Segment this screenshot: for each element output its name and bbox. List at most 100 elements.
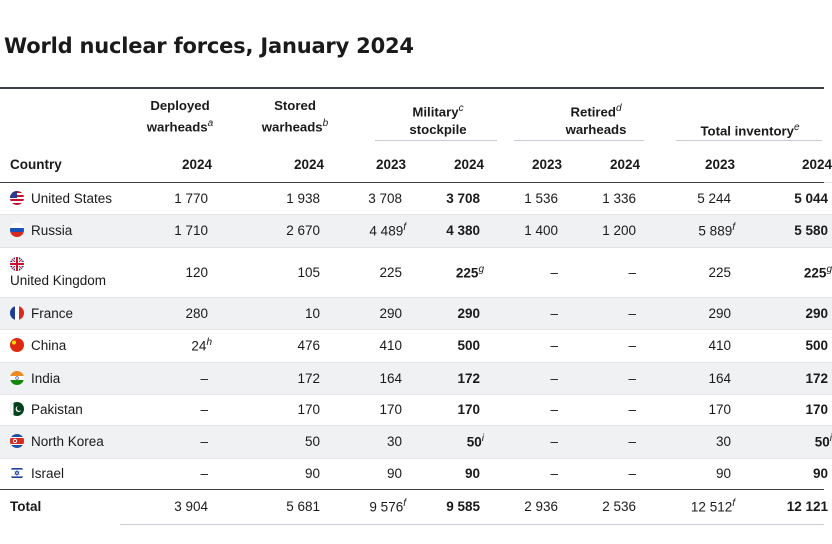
- table-cell: 225: [324, 246, 406, 297]
- table-cell: –: [562, 457, 640, 488]
- header-deployed: Deployed warheadsa: [146, 98, 214, 135]
- country-name: India: [31, 370, 61, 386]
- table-cell: 3 708: [324, 181, 406, 214]
- country-name: Pakistan: [31, 402, 83, 417]
- india-flag-icon: [10, 370, 24, 385]
- military-underline: [375, 140, 497, 141]
- table-cell: 1 770: [128, 181, 212, 214]
- country-name: United States: [31, 190, 113, 206]
- table-cell: –: [484, 328, 562, 362]
- table-row: Russia 1 710 2 670 4 489f 4 380 1 400 1 200 5 8…: [0, 213, 832, 247]
- table-row: Pakistan –170 170 170– –170 170: [0, 393, 832, 425]
- table-cell: 120: [128, 246, 212, 297]
- table-cell: 3 904: [174, 498, 208, 514]
- nuclear-forces-table: Country 2024 2024 2023 2024 2023 2024 20…: [0, 148, 832, 524]
- table-cell: 1 336: [562, 181, 640, 214]
- year-header: 2023: [704, 157, 735, 173]
- year-header-row: Country 2024 2024 2023 2024 2023 2024 20…: [0, 148, 832, 182]
- table-cell: 9 576f: [369, 497, 406, 515]
- uk-flag-icon: [10, 256, 24, 271]
- table-cell: –: [562, 328, 640, 362]
- country-name: United Kingdom: [10, 272, 107, 288]
- table-row: North Korea –50 30 50i – –30 50i: [0, 424, 832, 458]
- year-header: 2023: [375, 157, 406, 173]
- table-cell: –: [562, 361, 640, 394]
- year-header: 2024: [801, 157, 832, 173]
- table-cell: 225g: [735, 246, 832, 297]
- table-cell: 164: [640, 361, 735, 394]
- table-cell: –: [128, 393, 212, 425]
- table-cell: 172: [212, 361, 324, 394]
- table-cell: 12 512f: [690, 497, 735, 515]
- table-cell: 9 585: [446, 498, 480, 514]
- table-cell: 290: [406, 296, 484, 329]
- country-cell: India: [0, 361, 128, 394]
- year-header: 2023: [531, 157, 562, 173]
- country-name: Israel: [31, 465, 65, 481]
- russia-flag-icon: [10, 223, 24, 237]
- table-cell: 4 489f: [324, 213, 406, 247]
- table-cell: –: [562, 424, 640, 458]
- bottom-rule: [120, 524, 824, 525]
- table-cell: 476: [212, 328, 324, 362]
- table-cell: 90: [735, 457, 832, 488]
- year-header: 2024: [453, 157, 484, 173]
- total-row: Total 3 904 5 681 9 576f 9 585 2 936 2 536 12 5…: [0, 488, 832, 524]
- table-cell: –: [562, 393, 640, 425]
- table-cell: 3 708: [406, 181, 484, 214]
- table-row: France 280 10 290 290– –290 290: [0, 296, 832, 329]
- table-cell: 4 380: [406, 213, 484, 247]
- table-row: China 24h 476 410 500– –410 500: [0, 328, 832, 362]
- table-cell: 5 681: [286, 498, 320, 514]
- table-cell: 290: [324, 296, 406, 329]
- country-name: North Korea: [31, 434, 104, 449]
- country-name: France: [31, 305, 74, 321]
- north-korea-flag-icon: [10, 434, 24, 448]
- country-cell: China: [0, 328, 128, 362]
- table-cell: 30: [640, 424, 735, 458]
- table-cell: 500: [735, 328, 832, 362]
- table-cell: 170: [324, 393, 406, 425]
- table-cell: 170: [640, 393, 735, 425]
- table-cell: 30: [324, 424, 406, 458]
- table-cell: 2 536: [602, 498, 636, 514]
- total-rule: [0, 489, 824, 490]
- table-cell: 5 580: [735, 213, 832, 247]
- table-cell: 5 889f: [640, 213, 735, 247]
- table-cell: 2 670: [212, 213, 324, 247]
- table-cell: –: [484, 361, 562, 394]
- table-cell: 105: [212, 246, 324, 297]
- header-retired: Retiredd warheads: [565, 103, 627, 138]
- table-cell: –: [128, 361, 212, 394]
- year-header: 2024: [609, 157, 640, 173]
- table-cell: 10: [212, 296, 324, 329]
- total-label: Total: [10, 498, 42, 514]
- country-cell: United States: [0, 181, 128, 214]
- retired-underline: [514, 140, 644, 141]
- table-cell: 90: [406, 457, 484, 488]
- table-cell: 172: [735, 361, 832, 394]
- table-cell: 225g: [406, 246, 484, 297]
- table-cell: –: [128, 424, 212, 458]
- table-cell: 90: [640, 457, 735, 488]
- israel-flag-icon: [10, 465, 24, 480]
- table-cell: 5 244: [640, 181, 735, 214]
- table-cell: 170: [735, 393, 832, 425]
- year-header: 2024: [181, 157, 212, 173]
- table-cell: 172: [406, 361, 484, 394]
- country-cell: Russia: [0, 213, 128, 247]
- table-cell: –: [128, 457, 212, 488]
- country-name: China: [31, 338, 67, 353]
- table-cell: 12 121: [786, 498, 828, 514]
- table-cell: 1 400: [484, 213, 562, 247]
- header-military: Militaryc stockpile: [409, 103, 467, 138]
- table-cell: –: [484, 246, 562, 297]
- table-row: United Kingdom 120 105 225 225g – –225 225g: [0, 246, 832, 297]
- table-cell: 50: [212, 424, 324, 458]
- table-cell: 50i: [406, 424, 484, 458]
- country-header: Country: [10, 157, 62, 173]
- table-cell: 225: [640, 246, 735, 297]
- table-cell: 170: [406, 393, 484, 425]
- france-flag-icon: [10, 305, 24, 320]
- table-row: United States 1 770 1 938 3 708 3 708 1 536 1 …: [0, 181, 832, 214]
